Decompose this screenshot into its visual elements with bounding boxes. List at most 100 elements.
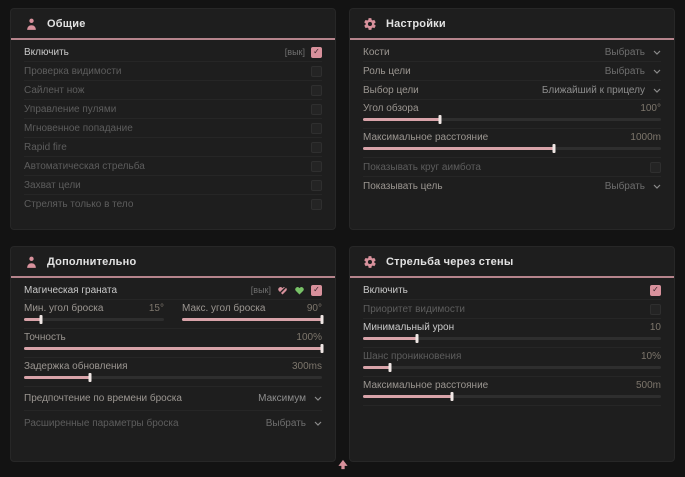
- body-icon: [24, 255, 38, 269]
- slider-handle[interactable]: [450, 392, 454, 401]
- chevron-down-icon: [653, 88, 661, 93]
- toggle-row: Проверка видимости: [24, 62, 322, 81]
- checkbox[interactable]: [650, 161, 661, 173]
- max-throw-angle-slider[interactable]: [182, 315, 324, 324]
- slider-handle[interactable]: [415, 334, 419, 343]
- chevron-down-icon: [653, 69, 661, 74]
- checkbox[interactable]: [311, 141, 322, 153]
- slider-handle[interactable]: [320, 315, 324, 324]
- checkbox[interactable]: [311, 160, 322, 172]
- slider-row-accuracy: Точность 100%: [24, 329, 324, 358]
- throw-time-dropdown[interactable]: Максимум: [258, 393, 322, 404]
- row-label: Приоритет видимости: [363, 303, 466, 315]
- slider-value: 500m: [635, 380, 661, 391]
- slider-row-max-throw-angle: Макс. угол броска 90°: [182, 300, 324, 328]
- row-label: Роль цели: [363, 65, 411, 77]
- checkbox[interactable]: [311, 122, 322, 134]
- checkbox[interactable]: [311, 65, 322, 77]
- row-label: Мин. угол броска: [24, 303, 104, 314]
- row-label: Расширенные параметры броска: [24, 417, 179, 429]
- slider-row-max-distance: Максимальное расстояние 1000m: [363, 129, 661, 158]
- target-choice-dropdown[interactable]: Ближайший к прицелу: [542, 85, 661, 96]
- checkbox[interactable]: [311, 284, 322, 296]
- row-label: Выбор цели: [363, 84, 419, 96]
- select-row-target-role: Роль цели Выбрать: [363, 62, 661, 81]
- slider-value: 100°: [640, 103, 661, 114]
- min-damage-slider[interactable]: [363, 334, 661, 343]
- row-label: Показывать круг аимбота: [363, 161, 481, 173]
- slider-value: 10: [649, 322, 661, 333]
- panel-general-rows: Включить [вык] Проверка видимости Сайлен…: [11, 40, 335, 229]
- row-label: Максимальное расстояние: [363, 380, 489, 391]
- advanced-throw-dropdown[interactable]: Выбрать: [266, 418, 322, 429]
- row-label: Автоматическая стрельба: [24, 160, 145, 172]
- panel-walls-rows: Включить Приоритет видимости Минимальный…: [350, 278, 674, 461]
- slider-fill: [363, 366, 390, 369]
- slider-handle[interactable]: [438, 115, 442, 124]
- gear-icon: [363, 17, 377, 31]
- checkbox[interactable]: [311, 199, 322, 210]
- toggle-row: Мгновенное попадание: [24, 119, 322, 138]
- select-row-target-choice: Выбор цели Ближайший к прицелу: [363, 81, 661, 100]
- slider-fill: [363, 395, 453, 398]
- max-distance-slider[interactable]: [363, 144, 661, 153]
- row-label: Шанс проникновения: [363, 351, 462, 362]
- checkbox[interactable]: [311, 179, 322, 191]
- toggle-row-enable: Включить [вык]: [24, 43, 322, 62]
- show-target-dropdown[interactable]: Выбрать: [605, 181, 661, 192]
- slider-value: 1000m: [630, 132, 661, 143]
- slider-handle[interactable]: [39, 315, 43, 324]
- panel-general: Общие Включить [вык] Проверка видимости …: [10, 8, 336, 230]
- fov-slider[interactable]: [363, 115, 661, 124]
- panel-additional-rows: Магическая граната [вык] Мин. угол броск…: [11, 278, 335, 461]
- slider-fill: [363, 118, 441, 121]
- toggle-row: Автоматическая стрельба: [24, 157, 322, 176]
- checkbox[interactable]: [311, 103, 322, 115]
- penetration-chance-slider[interactable]: [363, 363, 661, 372]
- toggle-row: Сайлент нож: [24, 81, 322, 100]
- slider-fill: [363, 147, 554, 150]
- chevron-down-icon: [653, 184, 661, 189]
- slider-value: 100%: [296, 332, 322, 343]
- heart-off-icon[interactable]: [277, 285, 288, 296]
- select-row-throw-time: Предпочтение по времени броска Максимум: [24, 387, 322, 411]
- row-label: Предпочтение по времени броска: [24, 393, 182, 404]
- slider-handle[interactable]: [552, 144, 556, 153]
- slider-handle[interactable]: [388, 363, 392, 372]
- row-label: Максимальное расстояние: [363, 132, 489, 143]
- body-icon: [24, 17, 38, 31]
- row-label: Rapid fire: [24, 141, 67, 153]
- slider-row-penetration-chance: Шанс проникновения 10%: [363, 348, 661, 377]
- panel-settings: Настройки Кости Выбрать Роль цели Выбрат…: [349, 8, 675, 230]
- panel-settings-rows: Кости Выбрать Роль цели Выбрать Выбор це…: [350, 40, 674, 229]
- min-throw-angle-slider[interactable]: [24, 315, 164, 324]
- bones-dropdown[interactable]: Выбрать: [605, 47, 661, 58]
- walls-max-distance-slider[interactable]: [363, 392, 661, 401]
- up-arrow-icon[interactable]: [337, 457, 348, 475]
- checkbox[interactable]: [650, 303, 661, 315]
- checkbox[interactable]: [650, 284, 661, 296]
- update-delay-slider[interactable]: [24, 373, 322, 382]
- slider-fill: [24, 347, 322, 350]
- slider-handle[interactable]: [320, 344, 324, 353]
- panel-walls: Стрельба через стены Включить Приоритет …: [349, 246, 675, 462]
- slider-row-max-distance: Максимальное расстояние 500m: [363, 377, 661, 406]
- row-label: Проверка видимости: [24, 65, 122, 77]
- accuracy-slider[interactable]: [24, 344, 324, 353]
- slider-handle[interactable]: [88, 373, 92, 382]
- toggle-row-magic-grenade: Магическая граната [вык]: [24, 281, 322, 300]
- slider-row-fov: Угол обзора 100°: [363, 100, 661, 129]
- panel-additional-header: Дополнительно: [11, 247, 335, 278]
- row-label: Сайлент нож: [24, 84, 85, 96]
- target-role-dropdown[interactable]: Выбрать: [605, 66, 661, 77]
- select-row-bones: Кости Выбрать: [363, 43, 661, 62]
- heart-on-icon[interactable]: [294, 285, 305, 296]
- row-label: Задержка обновления: [24, 361, 128, 372]
- gear-icon: [363, 255, 377, 269]
- chevron-down-icon: [653, 50, 661, 55]
- toggle-row-aimbot-circle: Показывать круг аимбота: [363, 158, 661, 177]
- checkbox[interactable]: [311, 46, 322, 58]
- panel-title: Общие: [47, 18, 86, 30]
- slider-row-update-delay: Задержка обновления 300ms: [24, 358, 322, 387]
- checkbox[interactable]: [311, 84, 322, 96]
